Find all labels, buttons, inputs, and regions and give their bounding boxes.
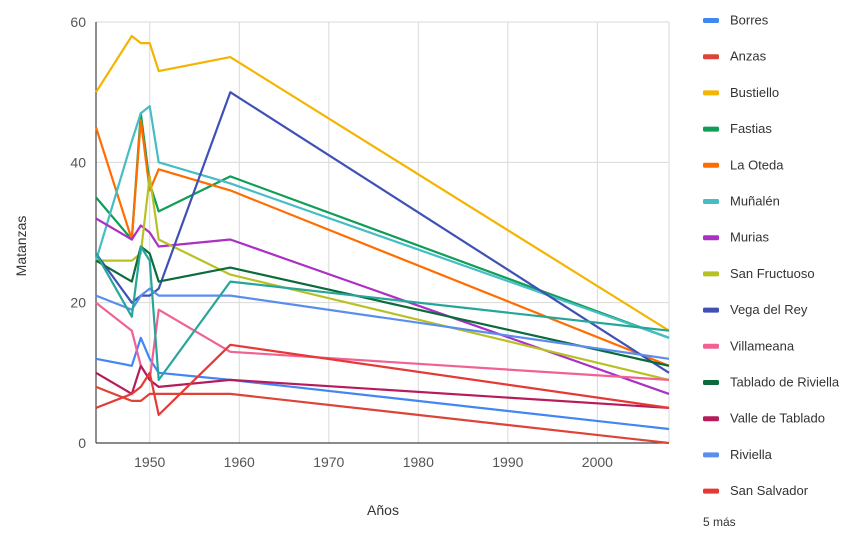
legend-swatch <box>703 271 719 277</box>
series-line-borres[interactable] <box>95 336 670 431</box>
legend-label[interactable]: Vega del Rey <box>730 302 808 317</box>
series-line-san-fructuoso[interactable] <box>96 175 670 381</box>
legend-label[interactable]: San Salvador <box>730 483 809 498</box>
legend-swatch <box>703 126 719 132</box>
legend-swatch <box>703 18 719 23</box>
series-line-villameana[interactable] <box>95 301 670 381</box>
series-line-muñalén[interactable] <box>94 105 670 339</box>
x-tick-label: 1980 <box>403 454 434 470</box>
legend-label[interactable]: Tablado de Riviella <box>730 375 840 390</box>
series-line-tablado-de-riviella[interactable] <box>95 245 670 367</box>
x-tick-label: 1950 <box>134 454 165 470</box>
legend-swatch <box>703 54 719 60</box>
legend-swatch <box>703 416 719 422</box>
series-line-anzas[interactable] <box>95 385 670 445</box>
y-tick-label: 0 <box>78 435 86 451</box>
legend-swatch <box>703 90 719 96</box>
x-tick-label: 1990 <box>492 454 523 470</box>
series-line-valle-de-tablado[interactable] <box>95 364 670 409</box>
legend-label[interactable]: Villameana <box>730 338 795 353</box>
legend-label[interactable]: Valle de Tablado <box>730 411 825 426</box>
legend-label[interactable]: Bustiello <box>730 85 779 100</box>
legend-label[interactable]: Riviella <box>730 447 773 462</box>
legend-label[interactable]: San Fructuoso <box>730 266 815 281</box>
series-line-bustiello[interactable] <box>95 34 670 332</box>
legend-label[interactable]: Borres <box>730 13 769 28</box>
legend-swatch <box>703 380 719 385</box>
legend-swatch <box>703 488 719 494</box>
x-axis-ticks: 1950 1960 1970 1980 1990 2000 <box>134 454 613 470</box>
x-tick-label: 2000 <box>582 454 613 470</box>
legend-label[interactable]: La Oteda <box>730 157 784 172</box>
y-axis-ticks: 0 20 40 60 <box>70 14 86 451</box>
legend-swatch <box>703 162 719 168</box>
legend-label[interactable]: Anzas <box>730 49 767 64</box>
legend-swatch <box>703 307 719 313</box>
y-tick-label: 60 <box>70 14 86 30</box>
y-tick-label: 40 <box>70 154 86 170</box>
y-tick-label: 20 <box>70 295 86 311</box>
x-tick-label: 1970 <box>313 454 344 470</box>
x-tick-label: 1960 <box>224 454 255 470</box>
legend-swatch <box>703 235 719 241</box>
legend-swatch <box>703 343 719 349</box>
legend-swatch <box>703 452 719 458</box>
legend-label[interactable]: Muñalén <box>730 194 780 209</box>
series-line-murias[interactable] <box>95 217 670 395</box>
legend-label[interactable]: Murias <box>730 230 770 245</box>
series-line-unnamed-14[interactable] <box>95 245 670 381</box>
x-axis-title: Años <box>367 502 399 518</box>
legend-more-link[interactable]: 5 más <box>703 515 736 529</box>
chart-lines <box>94 34 670 445</box>
y-axis-title: Matanzas <box>13 216 29 277</box>
series-line-vega-del-rey[interactable] <box>95 91 670 374</box>
legend-swatch <box>703 199 719 204</box>
chart-legend[interactable]: Borres Anzas Bustiello Fastias La Oteda Muñal… <box>703 13 840 499</box>
series-line-la-oteda[interactable] <box>94 119 670 367</box>
legend-label[interactable]: Fastias <box>730 121 772 136</box>
series-line-san-salvador[interactable] <box>95 343 670 416</box>
